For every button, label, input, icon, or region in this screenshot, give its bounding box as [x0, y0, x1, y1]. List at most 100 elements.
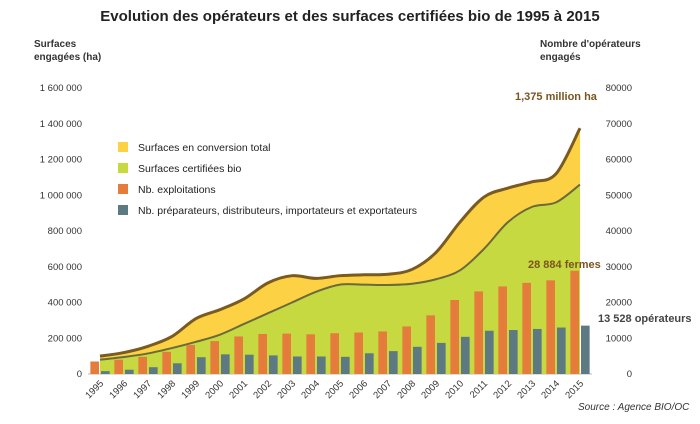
legend-swatch: [118, 163, 128, 173]
x-tick-label: 2015: [563, 378, 586, 401]
bar-operateurs: [509, 330, 518, 374]
x-tick-label: 1999: [179, 378, 202, 401]
bar-operateurs: [365, 353, 374, 374]
left-tick-label: 1 400 000: [40, 119, 82, 130]
left-tick-label: 600 000: [48, 262, 82, 273]
x-tick-label: 2001: [227, 378, 250, 401]
area-conversion-total: [100, 128, 580, 360]
line-total-surface: [99, 127, 582, 358]
bar-operateurs: [389, 351, 398, 374]
bar-exploitations: [114, 359, 123, 374]
bar-exploitations: [138, 356, 147, 374]
x-tick-label: 1995: [83, 378, 106, 401]
bar-exploitations: [330, 333, 339, 374]
x-tick-label: 1998: [155, 378, 178, 401]
bar-exploitations: [162, 351, 171, 374]
annotation-farms: 28 884 fermes: [528, 259, 601, 271]
bar-exploitations: [474, 291, 483, 374]
bar-operateurs: [245, 354, 254, 374]
right-tick-label: 70000: [606, 119, 632, 130]
bar-operateurs: [173, 363, 182, 374]
left-tick-label: 800 000: [48, 226, 82, 237]
line-certified-surface: [99, 183, 581, 361]
right-tick-label: 20000: [606, 298, 632, 309]
left-tick-label: 200 000: [48, 333, 82, 344]
x-tick-label: 2012: [491, 378, 514, 401]
bar-exploitations: [306, 334, 315, 374]
bar-operateurs: [437, 342, 446, 374]
bar-operateurs: [317, 356, 326, 374]
x-tick-label: 2006: [347, 378, 370, 401]
legend-label: Surfaces en conversion total: [138, 142, 271, 154]
bar-operateurs: [269, 355, 278, 374]
x-tick-label: 2004: [299, 378, 322, 401]
bar-exploitations: [258, 333, 267, 374]
x-tick-label: 2002: [251, 378, 274, 401]
x-tick-label: 2010: [443, 378, 466, 401]
legend-swatch: [118, 184, 128, 194]
right-tick-label: 60000: [606, 155, 632, 166]
bar-exploitations: [90, 361, 99, 374]
left-tick-label: 0: [77, 369, 82, 380]
bar-operateurs: [197, 357, 206, 374]
right-axis-title-line1: Nombre d'opérateurs: [540, 39, 641, 50]
left-tick-label: 1 200 000: [40, 155, 82, 166]
right-axis-title: Nombre d'opérateurs engagés: [540, 38, 641, 64]
x-tick-label: 1997: [131, 378, 154, 401]
right-axis-title-line2: engagés: [540, 52, 581, 63]
bar-operateurs: [533, 328, 542, 374]
bar-exploitations: [570, 270, 579, 374]
legend-swatch: [118, 205, 128, 215]
bar-operateurs: [341, 356, 350, 374]
x-tick-label: 2008: [395, 378, 418, 401]
x-tick-label: 2005: [323, 378, 346, 401]
bar-operateurs: [221, 354, 230, 374]
bar-exploitations: [354, 332, 363, 374]
left-tick-label: 1 000 000: [40, 190, 82, 201]
bar-operateurs: [125, 369, 134, 374]
legend-swatch: [118, 142, 128, 152]
right-tick-label: 80000: [606, 83, 632, 94]
right-tick-label: 40000: [606, 226, 632, 237]
area-certified: [100, 184, 580, 374]
left-axis-title: Surfaces engagées (ha): [34, 38, 101, 64]
bar-operateurs: [557, 327, 566, 374]
x-tick-label: 2009: [419, 378, 442, 401]
left-tick-label: 400 000: [48, 298, 82, 309]
bar-exploitations: [186, 345, 195, 374]
left-axis-title-line2: engagées (ha): [34, 52, 102, 63]
bar-operateurs: [149, 367, 158, 374]
bar-exploitations: [498, 286, 507, 374]
right-tick-label: 0: [627, 369, 632, 380]
chart-title: Evolution des opérateurs et des surfaces…: [100, 8, 600, 25]
bar-operateurs: [293, 356, 302, 374]
bar-exploitations: [282, 333, 291, 374]
x-tick-label: 2000: [203, 378, 226, 401]
bar-exploitations: [234, 336, 243, 374]
bar-exploitations: [378, 331, 387, 374]
bar-exploitations: [210, 341, 219, 374]
x-tick-label: 2014: [539, 378, 562, 401]
x-tick-label: 2011: [468, 378, 490, 400]
bar-exploitations: [426, 315, 435, 374]
bar-operateurs: [581, 325, 590, 374]
right-tick-label: 10000: [606, 333, 632, 344]
left-axis-title-line1: Surfaces: [34, 39, 77, 50]
legend-label: Nb. préparateurs, distributeurs, importa…: [138, 205, 417, 217]
x-tick-label: 2003: [275, 378, 298, 401]
annotation-total-surface: 1,375 million ha: [515, 91, 598, 103]
bar-operateurs: [485, 330, 494, 374]
bar-exploitations: [522, 282, 531, 374]
right-tick-label: 50000: [606, 190, 632, 201]
annotation-operators: 13 528 opérateurs: [598, 313, 692, 325]
x-tick-label: 1996: [107, 378, 130, 401]
bar-exploitations: [402, 326, 411, 374]
bar-operateurs: [413, 346, 422, 374]
legend-label: Surfaces certifiées bio: [138, 163, 241, 175]
bar-operateurs: [461, 336, 470, 374]
legend-label: Nb. exploitations: [138, 184, 216, 196]
bar-exploitations: [450, 299, 459, 374]
source-note: Source : Agence BIO/OC: [578, 402, 690, 413]
bar-operateurs: [101, 371, 110, 374]
